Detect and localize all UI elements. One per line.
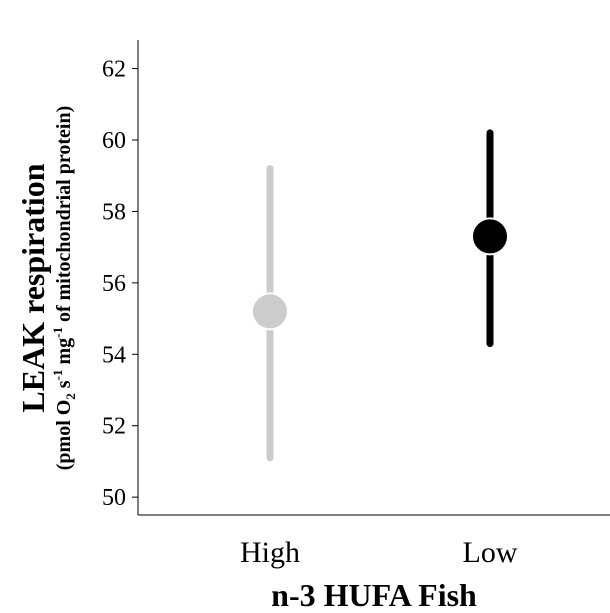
y-axis-title-group: LEAK respiration (pmol O2 s-1 mg-1 of mi… [15,106,78,471]
y-sub-mid1: s [53,380,75,393]
y-tick-label: 50 [102,485,126,511]
y-tick-label: 60 [102,128,126,154]
y-tick-label: 52 [102,414,126,440]
y-axis-title: LEAK respiration [15,163,51,412]
x-ticks: High Low [240,536,518,569]
y-ticks: 50 52 54 56 58 60 62 [102,57,138,511]
x-axis-title: n-3 HUFA Fish [271,577,477,613]
y-sub-mid2: mg [53,338,75,370]
y-tick-label: 56 [102,271,126,297]
x-category-label: Low [463,536,518,569]
data-marks [251,129,509,462]
y-sub-post: of mitochondrial protein) [53,106,75,327]
y-axis-subtitle: (pmol O2 s-1 mg-1 of mitochondrial prote… [50,106,78,471]
y-sub-s-superscript: -1 [50,370,65,381]
y-tick-label: 54 [102,342,126,368]
y-sub-mg-superscript: -1 [50,327,65,338]
y-sub-o2-subscript: 2 [63,393,78,400]
y-sub-pre: (pmol O [53,400,75,471]
mean-point-low [471,217,509,256]
y-tick-label: 62 [102,57,126,83]
x-category-label: High [240,536,300,569]
mean-point-high [251,292,289,331]
y-tick-label: 58 [102,199,126,225]
